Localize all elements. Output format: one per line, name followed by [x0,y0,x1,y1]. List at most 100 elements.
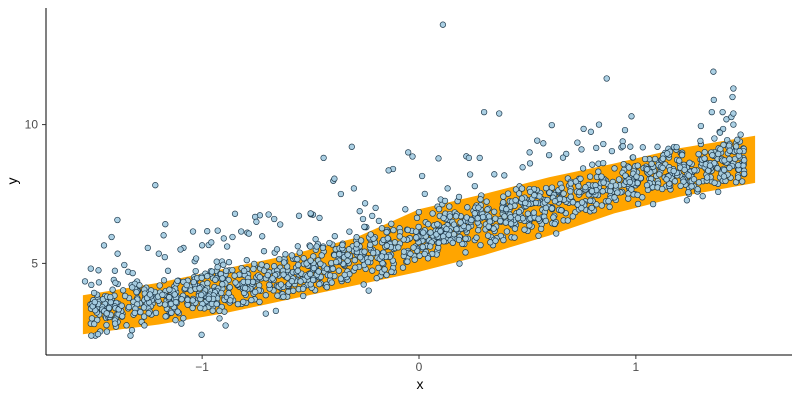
data-point [128,327,136,334]
data-point [348,143,355,150]
data-point [121,261,128,269]
data-point [519,164,526,171]
data-point [628,186,635,193]
data-point [335,267,343,274]
data-point [649,200,657,208]
data-point [691,167,698,174]
data-point [599,188,606,195]
data-point [317,260,324,267]
data-point [463,214,470,221]
data-point [654,143,661,150]
data-point [492,215,499,222]
data-point [160,277,168,284]
data-point [219,281,226,288]
data-point [204,280,211,287]
data-point [626,178,633,186]
data-point [152,182,159,189]
data-point [360,281,367,288]
data-point [174,277,181,285]
data-point [260,248,268,255]
data-point [435,239,442,246]
data-point [735,162,742,169]
data-point [483,198,490,205]
data-point [259,233,266,240]
data-point [326,239,333,247]
data-point [439,21,447,28]
data-point [375,217,383,225]
data-point [384,235,391,242]
data-point [521,226,528,233]
data-point [531,192,538,199]
data-point [730,110,737,117]
data-point [600,179,607,186]
data-point [421,250,428,258]
data-point [388,220,395,227]
data-point [589,161,596,168]
data-point [410,244,417,251]
data-point [551,198,559,205]
data-point [369,267,376,274]
data-point [634,200,642,208]
data-point [559,154,567,161]
data-point [290,287,297,294]
data-point [383,271,390,279]
data-point [243,257,250,264]
data-point [111,267,119,274]
data-point [619,143,627,150]
data-point [633,173,640,180]
data-point [198,242,206,249]
data-point [336,251,343,258]
data-point [453,225,460,233]
data-point [373,275,380,282]
data-point [212,276,219,283]
data-point [641,155,649,163]
data-point [241,267,248,275]
data-point [337,190,345,198]
data-point [578,146,585,153]
data-point [81,278,89,285]
data-point [485,223,492,230]
data-point [496,110,503,117]
data-point [198,291,205,299]
data-point [258,261,265,268]
data-point [364,258,372,266]
data-point [733,143,740,150]
data-point [119,287,127,294]
data-point [503,206,510,213]
ticks-layer: −1 0 1 5 10 [25,118,640,374]
data-point [144,244,151,252]
data-point [141,322,148,329]
data-point [411,256,418,263]
data-point [502,219,509,226]
data-point [140,304,148,311]
data-point [272,307,280,315]
data-point [446,203,453,210]
data-point [551,220,558,227]
data-point [225,290,232,297]
data-point [172,299,180,306]
data-point [260,267,268,274]
data-point [125,303,133,311]
data-point [307,257,314,264]
data-point [739,178,746,185]
data-point [378,225,386,232]
data-point [214,227,221,234]
data-point [464,204,471,211]
data-point [323,284,330,291]
data-point [569,213,576,220]
data-point [736,148,743,155]
data-point [511,234,518,241]
data-point [183,281,190,289]
data-point [567,180,574,187]
data-point [455,193,463,201]
data-point [367,241,374,249]
data-point [294,243,301,250]
x-tick-label: −1 [195,360,209,374]
data-point [477,196,484,203]
data-point [331,233,338,240]
data-point [315,268,322,275]
data-point [441,197,449,205]
data-point [515,190,523,197]
data-point [429,210,436,217]
data-point [703,174,711,181]
